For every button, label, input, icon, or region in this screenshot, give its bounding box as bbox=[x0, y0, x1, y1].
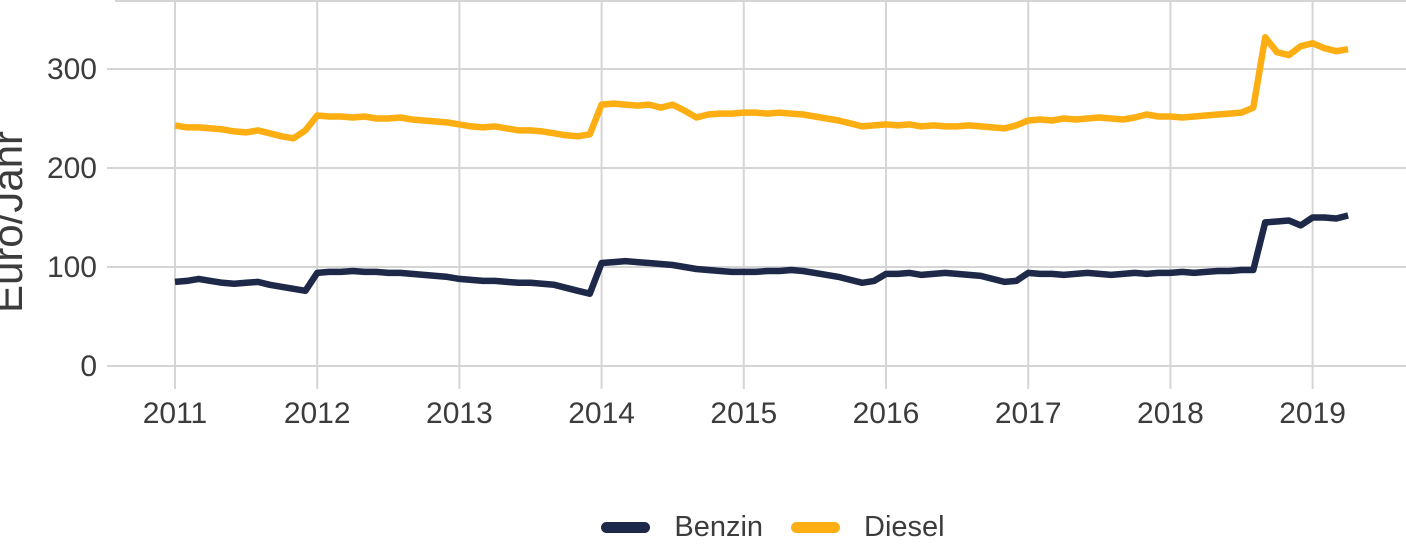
y-tick-label: 200 bbox=[47, 152, 97, 185]
gridlines-layer bbox=[115, 0, 1406, 380]
legend-label-diesel: Diesel bbox=[864, 511, 945, 543]
legend-swatch-benzin bbox=[601, 522, 651, 533]
x-tick-label: 2015 bbox=[710, 397, 777, 430]
axis-layer: 2011 2012 2013 2014 2015 2016 2017 2018 2019 0 100… bbox=[47, 53, 1346, 430]
legend-item-benzin: Benzin bbox=[601, 511, 763, 544]
y-tick-label: 0 bbox=[80, 350, 97, 383]
series-line-diesel bbox=[174, 34, 1349, 142]
series-line-benzin bbox=[174, 212, 1349, 297]
legend-swatch-diesel bbox=[791, 522, 841, 533]
y-tick-label: 300 bbox=[47, 53, 97, 86]
x-tick-label: 2013 bbox=[426, 397, 493, 430]
series-layer bbox=[174, 34, 1349, 297]
legend: Benzin Diesel bbox=[70, 511, 1406, 544]
x-tick-label: 2018 bbox=[1137, 397, 1204, 430]
legend-item-diesel: Diesel bbox=[791, 511, 945, 544]
x-tick-label: 2011 bbox=[143, 397, 208, 430]
x-tick-label: 2016 bbox=[853, 397, 920, 430]
y-axis-title: Euro/Jahr bbox=[0, 131, 31, 313]
legend-label-benzin: Benzin bbox=[674, 511, 764, 543]
x-tick-label: 2019 bbox=[1279, 397, 1346, 430]
x-tick-label: 2012 bbox=[284, 397, 351, 430]
y-tick-label: 100 bbox=[47, 251, 97, 284]
x-tick-label: 2017 bbox=[995, 397, 1062, 430]
x-tick-label: 2014 bbox=[568, 397, 635, 430]
